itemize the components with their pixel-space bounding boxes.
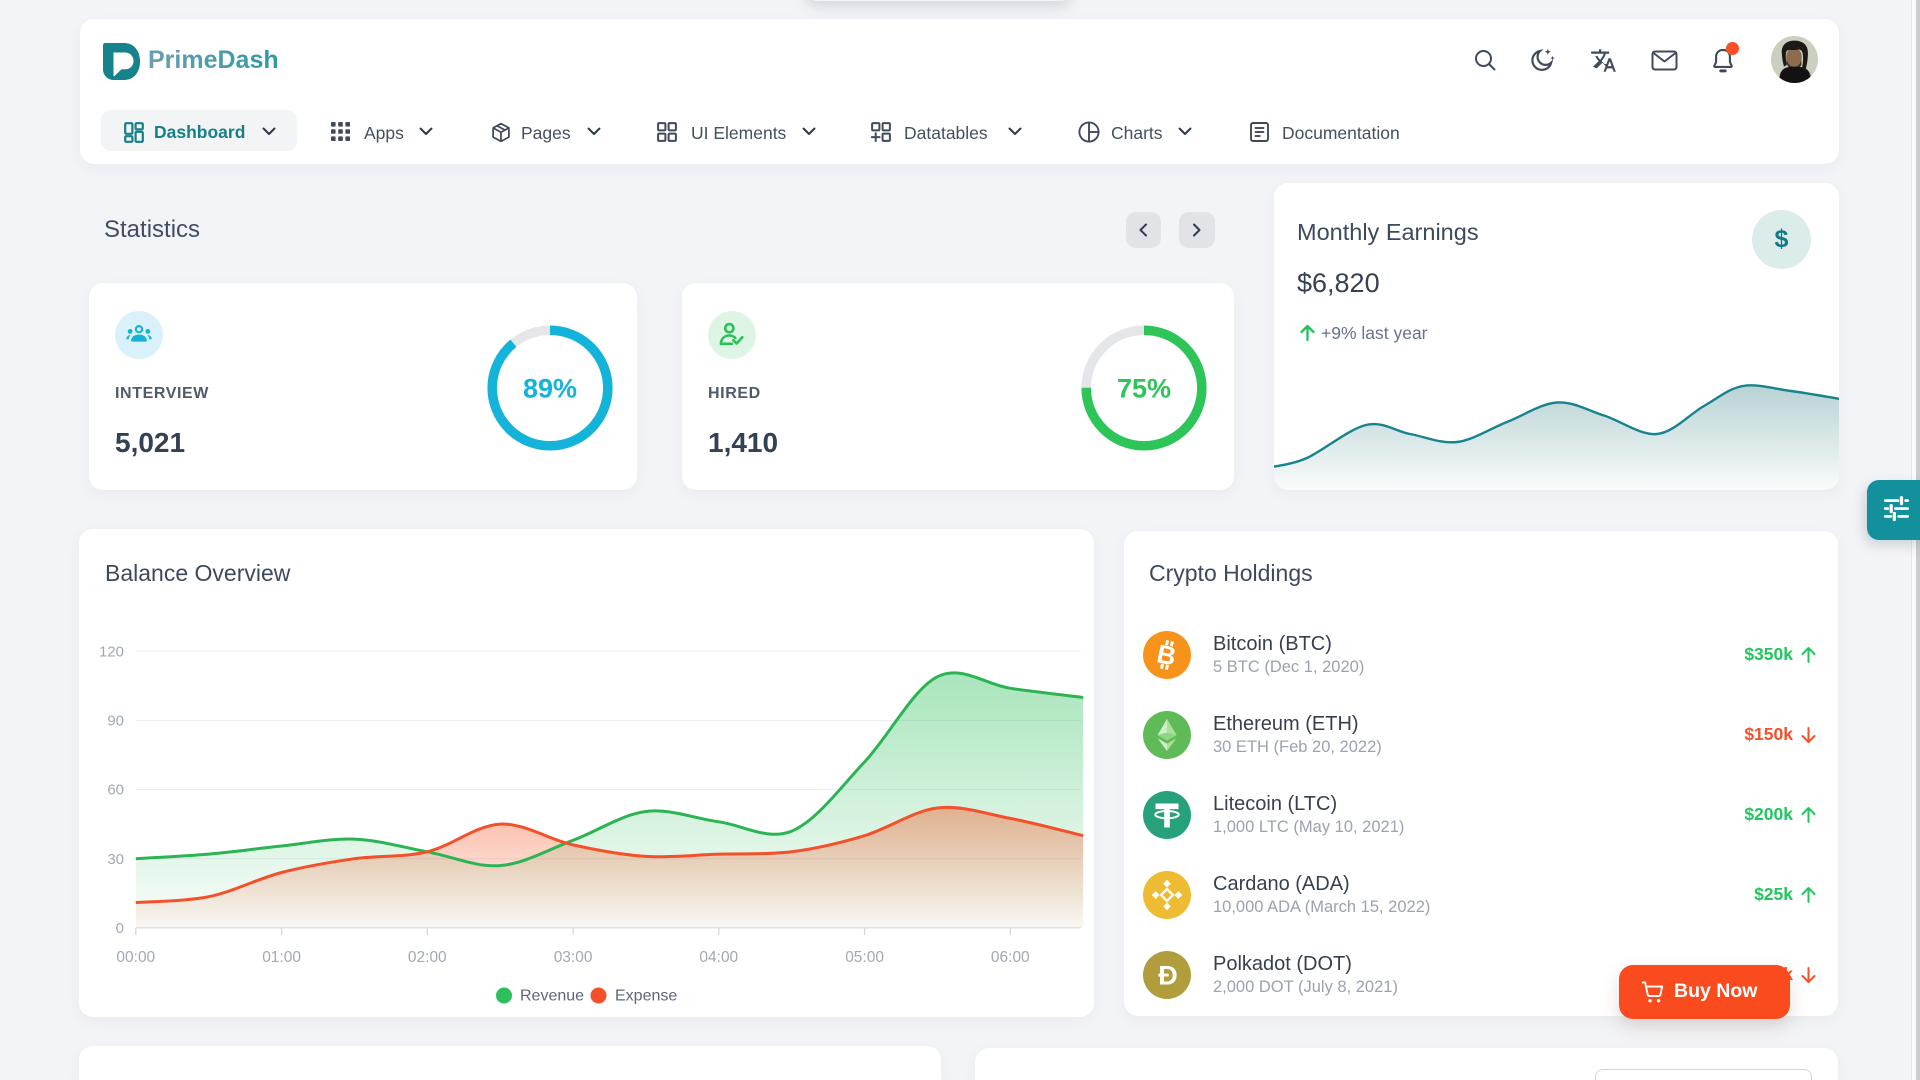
svg-text:60: 60 xyxy=(107,782,124,799)
svg-text:Revenue: Revenue xyxy=(520,988,584,1005)
svg-text:120: 120 xyxy=(99,644,124,661)
svg-text:89%: 89% xyxy=(523,373,577,403)
svg-text:06:00: 06:00 xyxy=(991,949,1030,966)
svg-text:0: 0 xyxy=(116,920,124,937)
svg-text:75%: 75% xyxy=(1117,373,1171,403)
svg-text:03:00: 03:00 xyxy=(554,949,593,966)
svg-text:Expense: Expense xyxy=(615,988,677,1005)
svg-text:90: 90 xyxy=(107,713,124,730)
svg-text:Đ: Đ xyxy=(1158,961,1178,991)
svg-text:04:00: 04:00 xyxy=(699,949,738,966)
svg-text:05:00: 05:00 xyxy=(845,949,884,966)
svg-text:01:00: 01:00 xyxy=(262,949,301,966)
svg-text:00:00: 00:00 xyxy=(116,949,155,966)
svg-text:30: 30 xyxy=(107,851,124,868)
svg-text:02:00: 02:00 xyxy=(408,949,447,966)
